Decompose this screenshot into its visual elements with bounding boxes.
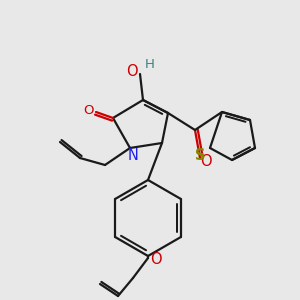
Text: O: O: [150, 253, 162, 268]
Text: O: O: [83, 103, 93, 116]
Text: S: S: [195, 148, 205, 163]
Text: H: H: [145, 58, 155, 71]
Text: O: O: [126, 64, 138, 80]
Text: N: N: [128, 148, 138, 164]
Text: O: O: [200, 154, 212, 169]
